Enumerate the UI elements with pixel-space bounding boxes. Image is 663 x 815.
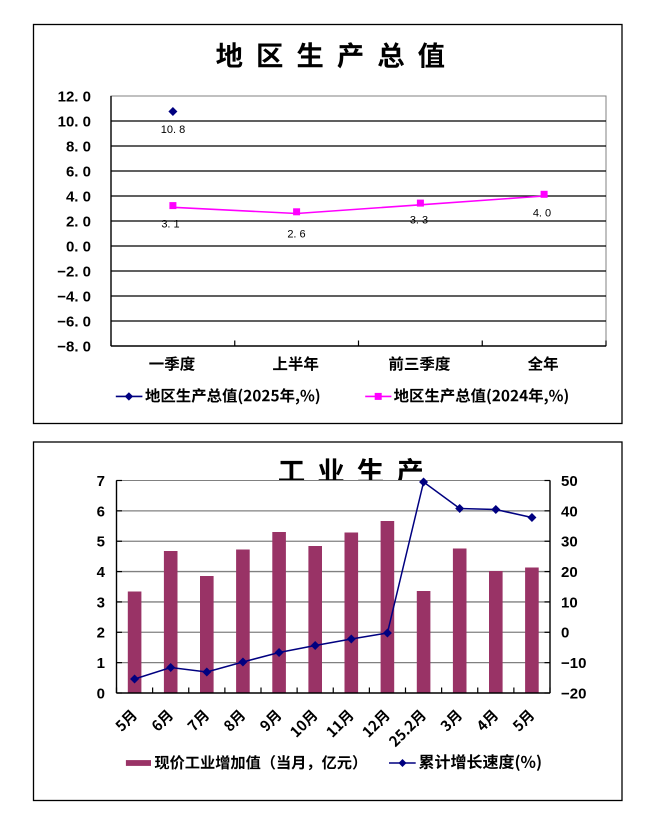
svg-text:3. 3: 3. 3: [410, 215, 428, 227]
svg-text:10. 8: 10. 8: [161, 124, 185, 136]
svg-text:12. 0: 12. 0: [58, 88, 91, 105]
svg-text:0: 0: [97, 685, 105, 702]
svg-text:6: 6: [97, 503, 105, 520]
svg-text:4. 0: 4. 0: [533, 208, 551, 220]
svg-text:0. 0: 0. 0: [66, 238, 91, 255]
svg-text:−20: −20: [561, 685, 586, 702]
svg-text:6. 0: 6. 0: [66, 163, 91, 180]
svg-text:50: 50: [561, 473, 578, 490]
svg-text:0: 0: [561, 625, 569, 642]
svg-text:−4. 0: −4. 0: [57, 288, 91, 305]
svg-text:4. 0: 4. 0: [66, 188, 91, 205]
svg-text:−8. 0: −8. 0: [57, 338, 91, 355]
svg-text:10: 10: [561, 594, 578, 611]
svg-text:−2. 0: −2. 0: [57, 263, 91, 280]
svg-text:40: 40: [561, 503, 578, 520]
svg-text:−10: −10: [561, 655, 586, 672]
svg-text:10. 0: 10. 0: [58, 113, 91, 130]
svg-text:2. 6: 2. 6: [287, 229, 305, 241]
svg-text:3: 3: [97, 594, 105, 611]
svg-text:1: 1: [97, 655, 105, 672]
svg-text:7: 7: [97, 473, 105, 490]
svg-text:20: 20: [561, 564, 578, 581]
svg-text:2: 2: [97, 625, 105, 642]
svg-text:4: 4: [97, 564, 106, 581]
svg-text:−6. 0: −6. 0: [57, 313, 91, 330]
svg-text:3. 1: 3. 1: [161, 219, 179, 231]
svg-text:8. 0: 8. 0: [66, 138, 91, 155]
svg-text:2. 0: 2. 0: [66, 213, 91, 230]
svg-text:5: 5: [97, 534, 105, 551]
svg-text:30: 30: [561, 534, 578, 551]
